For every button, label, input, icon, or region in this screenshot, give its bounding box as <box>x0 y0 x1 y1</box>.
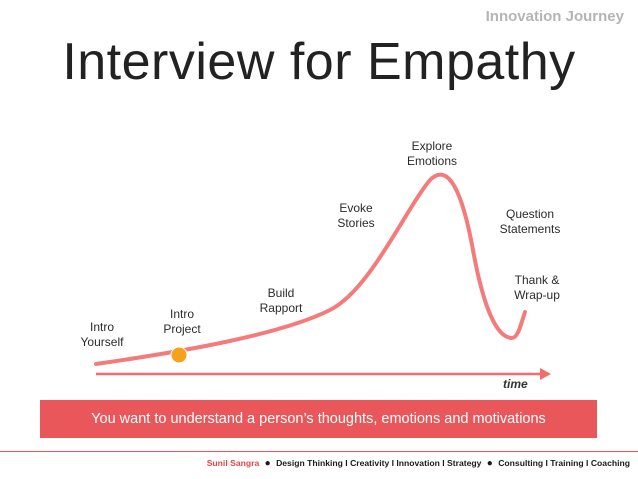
stage-label-line: Rapport <box>260 301 303 315</box>
stage-label-line: Build <box>268 286 295 300</box>
stage-label-line: Statements <box>500 222 561 236</box>
bullet-separator-icon: ● <box>486 458 493 469</box>
stage-evoke-stories: Evoke Stories <box>337 201 374 230</box>
footer: Sunil Sangra ● Design Thinking I Creativ… <box>207 458 630 469</box>
stage-label-line: Stories <box>337 216 374 230</box>
intro-project-marker <box>170 346 188 364</box>
insight-banner-text: You want to understand a person’s though… <box>91 411 546 427</box>
stage-label-line: Question <box>506 207 554 221</box>
footer-author: Sunil Sangra <box>206 458 260 468</box>
stage-label-line: Project <box>163 322 201 336</box>
bullet-separator-icon: ● <box>264 458 271 469</box>
brand-label: Innovation Journey <box>485 8 624 25</box>
empathy-diagram: time Intro Yourself Intro Project Build … <box>81 139 561 391</box>
stage-explore-emotions: Explore Emotions <box>407 139 457 168</box>
stage-label-line: Thank & <box>515 273 560 287</box>
stage-label-line: Yourself <box>81 335 125 349</box>
stage-thank-wrap-up: Thank & Wrap-up <box>514 273 560 302</box>
stage-label-line: Explore <box>412 139 453 153</box>
time-axis-label: time <box>503 377 528 391</box>
stage-label-line: Intro <box>170 307 194 321</box>
stage-intro-yourself: Intro Yourself <box>81 320 125 349</box>
slide-title: Interview for Empathy <box>62 33 576 91</box>
footer-topics: Design Thinking I Creativity I Innovatio… <box>276 458 482 468</box>
footer-services: Consulting I Training I Coaching <box>498 458 630 468</box>
stage-question-statements: Question Statements <box>500 207 561 236</box>
stage-build-rapport: Build Rapport <box>260 286 303 315</box>
stage-intro-project: Intro Project <box>163 307 201 336</box>
stage-label-line: Evoke <box>339 201 373 215</box>
empathy-curve <box>94 172 527 366</box>
time-axis-arrowhead <box>540 368 551 380</box>
footer-divider <box>0 451 638 452</box>
stage-label-line: Wrap-up <box>514 288 560 302</box>
stage-label-line: Emotions <box>407 154 457 168</box>
stage-label-line: Intro <box>90 320 114 334</box>
insight-banner: You want to understand a person’s though… <box>40 400 597 438</box>
